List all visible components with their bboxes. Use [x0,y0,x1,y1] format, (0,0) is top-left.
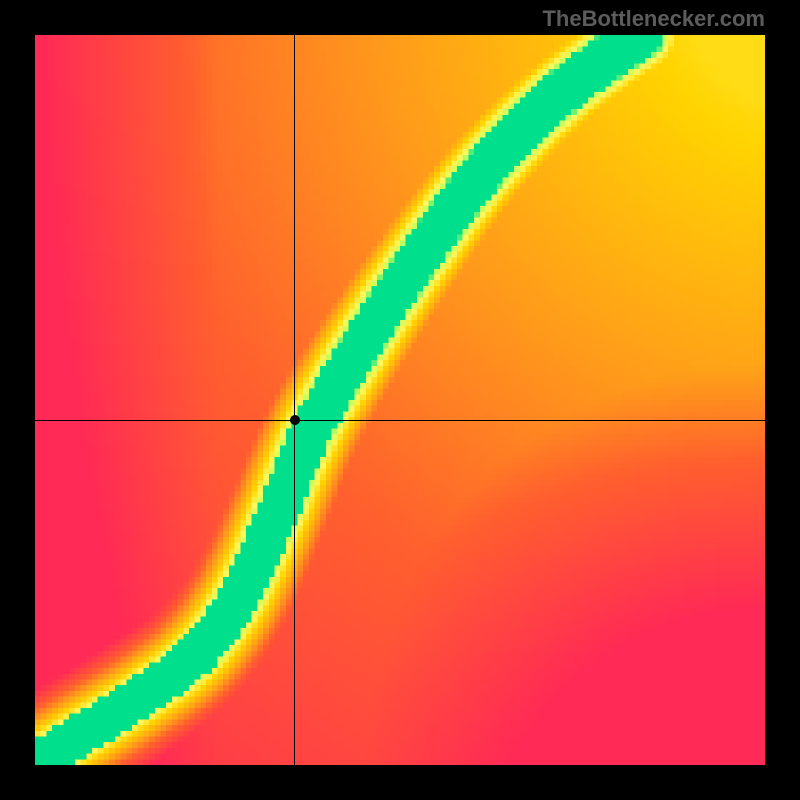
chart-container: TheBottlenecker.com [0,0,800,800]
crosshair-vertical [294,35,295,765]
watermark-text: TheBottlenecker.com [542,6,765,32]
crosshair-horizontal [35,420,765,421]
bottleneck-heatmap [35,35,765,765]
